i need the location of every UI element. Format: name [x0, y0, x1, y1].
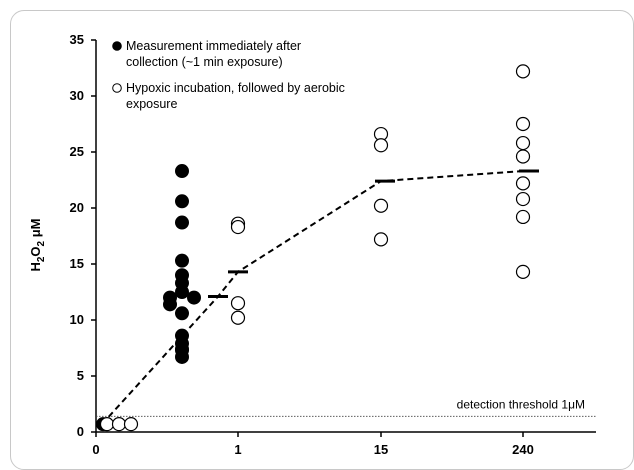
- filled-data-point: [175, 285, 189, 299]
- threshold-label: detection threshold 1μM: [457, 397, 585, 411]
- filled-data-point: [175, 164, 189, 179]
- legend-entry-text: Hypoxic incubation, followed by aerobic: [126, 81, 345, 95]
- open-data-point: [230, 219, 246, 235]
- filled-data-point: [175, 349, 189, 364]
- open-data-point: [515, 264, 531, 279]
- axes: 0 5 10 15 20 25 30 35 0 1 15 240: [70, 32, 596, 457]
- y-tick-label: 25: [70, 144, 84, 159]
- x-tick-label: 0: [92, 442, 99, 457]
- open-data-point: [515, 64, 531, 79]
- open-data-point: [111, 417, 127, 432]
- open-data-point: [230, 296, 246, 311]
- legend-entry-text: Measurement immediately after: [126, 39, 301, 53]
- x-tick-label: 1: [234, 442, 241, 457]
- open-data-point: [373, 198, 389, 213]
- filled-data-point: [175, 253, 189, 268]
- open-data-point: [99, 417, 115, 432]
- open-data-point: [515, 176, 531, 191]
- open-data-point: [515, 135, 531, 151]
- filled-data-point: [187, 290, 201, 305]
- legend: Measurement immediately after collection …: [112, 39, 345, 111]
- filled-data-point: [175, 215, 189, 230]
- threshold: detection threshold 1μM: [96, 397, 596, 417]
- mean-markers: [208, 169, 539, 298]
- open-data-point: [515, 116, 531, 132]
- filled-data-point: [175, 194, 189, 209]
- y-tick-label: 5: [77, 368, 84, 383]
- y-tick-label: 20: [70, 200, 84, 215]
- legend-entry-text: collection (~1 min exposure): [126, 55, 283, 69]
- y-tick-label: 0: [77, 424, 84, 439]
- y-tick-label: 15: [70, 256, 84, 271]
- x-tick-label: 240: [512, 442, 534, 457]
- legend-open-marker: [112, 83, 122, 93]
- y-axis-label: H2O2 μM: [28, 218, 47, 271]
- open-data-point: [373, 138, 389, 153]
- open-data-point: [230, 310, 246, 325]
- open-data-point: [373, 232, 389, 247]
- open-data-point: [515, 149, 531, 164]
- open-data-point: [515, 209, 531, 225]
- filled-data-point: [163, 297, 177, 312]
- y-tick-label: 35: [70, 32, 84, 47]
- x-tick-label: 15: [374, 442, 388, 457]
- open-data-point: [123, 417, 139, 432]
- y-tick-label: 10: [70, 312, 84, 327]
- legend-filled-marker: [112, 41, 122, 51]
- filled-data-point: [175, 306, 189, 321]
- data-points: [96, 64, 531, 432]
- y-tick-label: 30: [70, 88, 84, 103]
- open-data-point: [515, 191, 531, 207]
- legend-entry-text: exposure: [126, 97, 177, 111]
